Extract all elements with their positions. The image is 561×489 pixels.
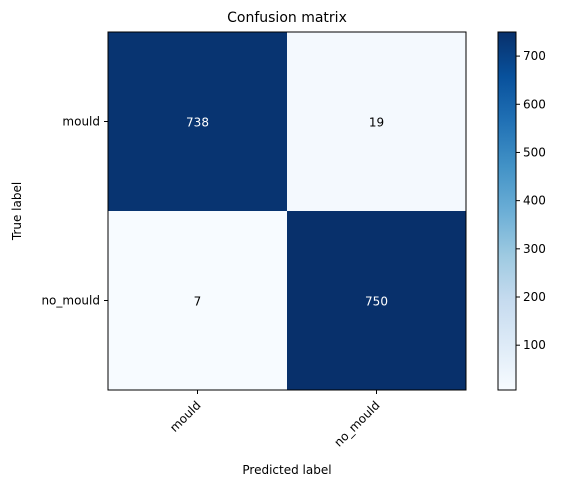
heatmap-cells: 738 19 7 750 xyxy=(108,32,466,390)
cell-value-label: 750 xyxy=(365,295,388,309)
y-tick-label: mould xyxy=(62,115,100,129)
colorbar-tick-label: 500 xyxy=(523,145,546,159)
y-tick-label: no_mould xyxy=(41,294,100,308)
heatmap-cell xyxy=(108,32,287,211)
cell-value-label: 19 xyxy=(369,116,384,130)
colorbar-tick-label: 200 xyxy=(523,290,546,304)
heatmap-cell xyxy=(287,211,466,390)
plot-frame xyxy=(107,31,467,391)
x-tick-label: mould xyxy=(167,398,203,434)
colorbar-ticks: 100 200 300 400 500 600 700 xyxy=(516,49,546,352)
chart-title: Confusion matrix xyxy=(227,10,347,26)
cell-value-label: 7 xyxy=(194,295,202,309)
heatmap-cell xyxy=(108,211,287,390)
colorbar-tick-label: 700 xyxy=(523,49,546,63)
colorbar-tick-label: 600 xyxy=(523,97,546,111)
heatmap-cell xyxy=(287,32,466,211)
x-axis-label: Predicted label xyxy=(242,463,331,477)
x-tick-label: no_mould xyxy=(331,398,382,449)
y-axis-label: True label xyxy=(10,182,24,241)
y-axis-ticks: mould no_mould xyxy=(41,115,108,308)
colorbar-tick-label: 300 xyxy=(523,242,546,256)
colorbar xyxy=(497,31,517,391)
colorbar-tick-label: 100 xyxy=(523,338,546,352)
x-axis-ticks: mould no_mould xyxy=(167,390,383,450)
cell-value-label: 738 xyxy=(186,116,209,130)
colorbar-tick-label: 400 xyxy=(523,194,546,208)
